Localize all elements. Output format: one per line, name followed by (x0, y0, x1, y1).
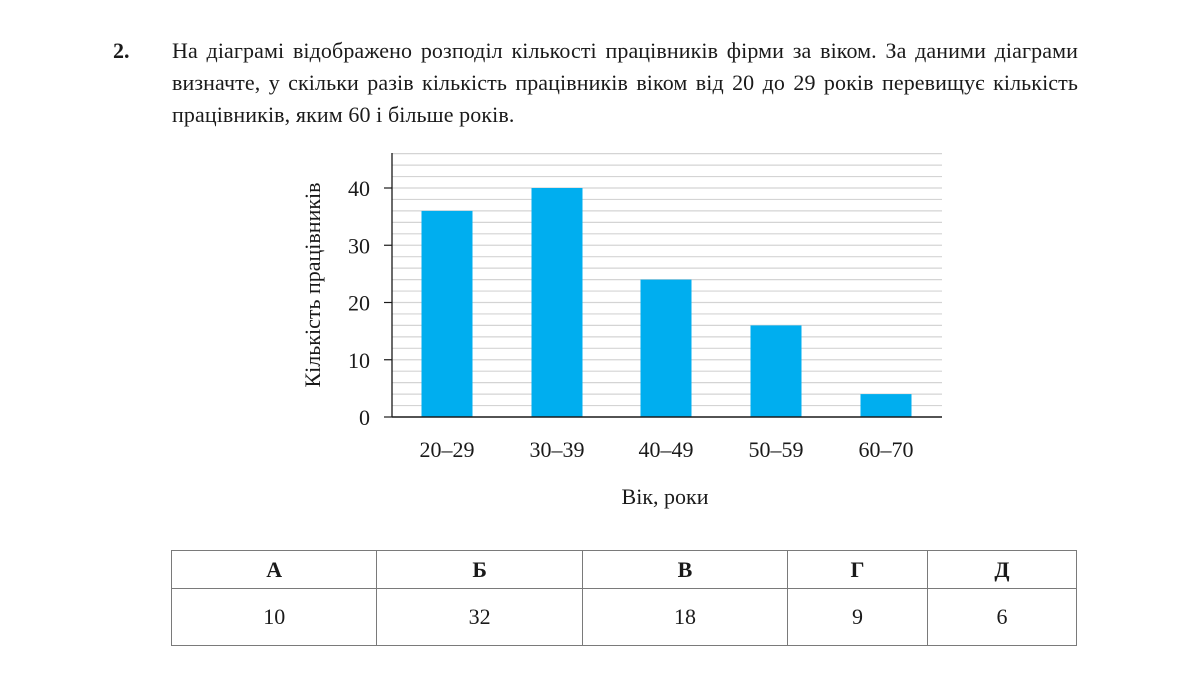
answer-letter[interactable]: Б (376, 550, 583, 589)
answer-value[interactable]: 18 (581, 588, 789, 646)
bar-20–29 (421, 210, 473, 417)
x-tick-labels: 20–29 30–39 40–49 50–59 60–70 (420, 437, 914, 462)
x-tick-label: 20–29 (420, 437, 475, 462)
y-tick-labels: 0 10 20 30 40 (348, 176, 392, 430)
x-axis-title: Вік, роки (622, 484, 709, 509)
bar-40–49 (640, 279, 692, 417)
bar-30–39 (531, 188, 583, 417)
y-tick-label: 30 (348, 233, 370, 258)
y-tick-label: 20 (348, 291, 370, 316)
question-text: На діаграмі відображено розподіл кількос… (172, 38, 1078, 127)
answer-letter[interactable]: А (170, 550, 378, 589)
bar-chart: 0 10 20 30 40 20–29 30–39 40–49 50–59 60–70 Кіль… (300, 153, 942, 509)
answer-letters-row: А Б В Г Д (170, 550, 1078, 589)
answer-options-table: А Б В Г Д 10 32 18 9 6 (170, 550, 1078, 646)
answer-value[interactable]: 32 (376, 588, 583, 646)
answer-value[interactable]: 9 (787, 588, 928, 646)
answer-letter[interactable]: Г (787, 550, 928, 589)
y-tick-label: 10 (348, 348, 370, 373)
question-number: 2. (113, 38, 130, 63)
x-tick-label: 40–49 (639, 437, 694, 462)
answer-value[interactable]: 6 (926, 588, 1078, 646)
answer-values-row: 10 32 18 9 6 (170, 588, 1078, 646)
x-tick-label: 60–70 (859, 437, 914, 462)
x-tick-label: 30–39 (530, 437, 585, 462)
bar-50–59 (750, 325, 802, 417)
answer-value[interactable]: 10 (170, 588, 378, 646)
x-tick-label: 50–59 (749, 437, 804, 462)
y-tick-label: 0 (359, 405, 370, 430)
y-axis-title: Кількість працівників (300, 182, 325, 387)
y-tick-label: 40 (348, 176, 370, 201)
chart-bars (421, 188, 912, 417)
bar-60–70 (860, 394, 912, 417)
answer-letter[interactable]: Д (926, 550, 1078, 589)
answer-letter[interactable]: В (581, 550, 789, 589)
